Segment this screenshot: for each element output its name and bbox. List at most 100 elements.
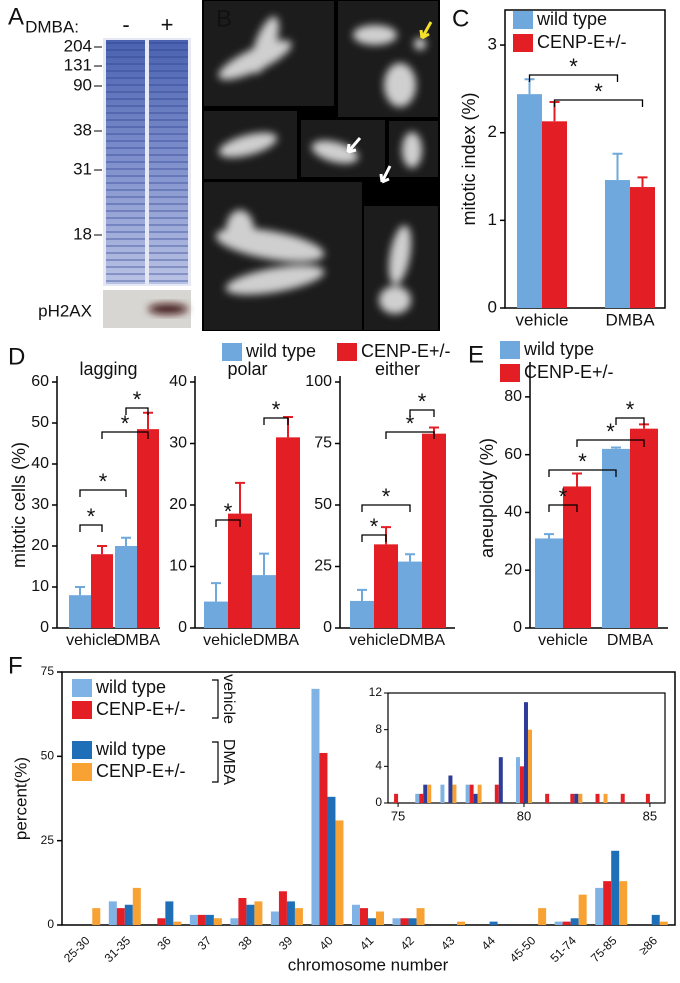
legend-group-bracket bbox=[212, 679, 219, 719]
x-tick-label: 41 bbox=[357, 933, 377, 953]
bar bbox=[238, 898, 247, 925]
y-tick-label: 20 bbox=[504, 561, 522, 578]
legend-label: wild type bbox=[536, 9, 607, 29]
bar bbox=[116, 908, 125, 925]
x-tick-label: 45-50 bbox=[507, 933, 539, 965]
bar bbox=[376, 911, 384, 925]
significance-bracket bbox=[528, 74, 619, 82]
marker-label: 131 bbox=[64, 55, 92, 74]
y-tick-label: 60 bbox=[31, 373, 49, 390]
bar bbox=[422, 433, 446, 628]
bar bbox=[619, 881, 628, 925]
bar bbox=[197, 914, 206, 925]
x-tick-label: vehicle bbox=[538, 632, 588, 649]
x-tick-label: 42 bbox=[398, 933, 418, 953]
legend-swatch bbox=[72, 763, 92, 781]
bar bbox=[124, 904, 133, 925]
bar bbox=[400, 918, 409, 925]
legend-label: wild type bbox=[95, 739, 166, 759]
bar bbox=[419, 793, 424, 803]
bar bbox=[535, 538, 563, 628]
bar bbox=[452, 784, 457, 803]
legend-swatch bbox=[513, 34, 533, 52]
significance-bracket bbox=[215, 519, 241, 527]
significance-mark: * bbox=[626, 397, 635, 422]
error-bar bbox=[97, 545, 107, 555]
y-tick-label: 50 bbox=[41, 749, 55, 763]
y-tick-label: 3 bbox=[488, 35, 497, 54]
bar bbox=[527, 729, 532, 803]
x-tick-label: 25-30 bbox=[61, 933, 93, 965]
x-tick-label: 85 bbox=[643, 808, 657, 823]
x-tick-label: DMBA bbox=[114, 632, 161, 649]
y-tick-label: 2 bbox=[488, 122, 497, 141]
x-tick-label: 75 bbox=[391, 808, 405, 823]
x-tick-label: 43 bbox=[438, 933, 458, 953]
y-tick-label: 75 bbox=[41, 664, 55, 678]
arrow bbox=[379, 165, 392, 184]
x-axis-label: chromosome number bbox=[288, 955, 449, 974]
error-bar bbox=[637, 176, 648, 188]
bar bbox=[276, 437, 300, 628]
bar bbox=[415, 793, 420, 803]
bar bbox=[132, 887, 141, 925]
legend-swatch bbox=[500, 341, 520, 359]
panel-label: A bbox=[8, 3, 24, 30]
bar bbox=[416, 908, 425, 925]
micrographs bbox=[202, 0, 440, 331]
error-bar bbox=[405, 553, 415, 562]
bar bbox=[230, 918, 239, 925]
legend-group-label: vehicle bbox=[220, 674, 237, 724]
significance-bracket bbox=[553, 99, 644, 107]
bar bbox=[165, 901, 174, 925]
bar bbox=[427, 784, 432, 803]
bar bbox=[294, 908, 303, 925]
significance-bracket bbox=[101, 431, 149, 439]
x-tick-label: DMBA bbox=[605, 310, 655, 329]
x-tick-label: 31-35 bbox=[102, 933, 134, 965]
error-bar bbox=[357, 588, 367, 601]
bar bbox=[570, 793, 575, 803]
bar bbox=[115, 546, 137, 628]
significance-mark: * bbox=[382, 484, 391, 509]
error-bar bbox=[75, 586, 85, 596]
bar bbox=[603, 881, 612, 925]
lane-label: + bbox=[161, 12, 174, 37]
y-tick-label: 10 bbox=[31, 578, 49, 595]
bar bbox=[205, 914, 214, 925]
legend-swatch bbox=[337, 343, 357, 361]
bar bbox=[578, 894, 587, 925]
y-tick-label: 0 bbox=[513, 619, 522, 636]
bar bbox=[270, 911, 279, 925]
y-tick-label: 50 bbox=[314, 496, 332, 513]
y-tick-label: 20 bbox=[169, 496, 187, 513]
significance-bracket bbox=[125, 407, 149, 415]
y-tick-label: 12 bbox=[369, 685, 383, 699]
gel-bands bbox=[149, 40, 188, 284]
bar bbox=[457, 921, 466, 925]
error-bar bbox=[211, 582, 221, 602]
bar bbox=[252, 575, 276, 628]
y-tick-label: 20 bbox=[31, 537, 49, 554]
bar bbox=[595, 887, 604, 925]
y-tick-label: 0 bbox=[178, 619, 187, 636]
y-tick-label: 0 bbox=[375, 795, 382, 809]
bar bbox=[523, 702, 528, 803]
x-tick-label: vehicle bbox=[349, 632, 399, 649]
legend-label: CENP-E+/- bbox=[96, 699, 186, 719]
significance-mark: * bbox=[370, 514, 379, 539]
bar bbox=[570, 918, 579, 925]
x-tick-label: 36 bbox=[154, 933, 174, 953]
error-bar bbox=[235, 481, 245, 514]
blot-label: pH2AX bbox=[38, 301, 92, 320]
legend-swatch bbox=[72, 741, 92, 759]
legend-swatch bbox=[72, 701, 92, 719]
bar bbox=[611, 850, 620, 925]
y-tick-label: 0 bbox=[323, 619, 332, 636]
bar bbox=[595, 793, 600, 803]
bar bbox=[498, 757, 503, 803]
bar bbox=[473, 793, 478, 803]
significance-bracket bbox=[263, 417, 289, 425]
x-tick-label: 40 bbox=[316, 933, 336, 953]
subplot-title: either bbox=[375, 359, 420, 379]
